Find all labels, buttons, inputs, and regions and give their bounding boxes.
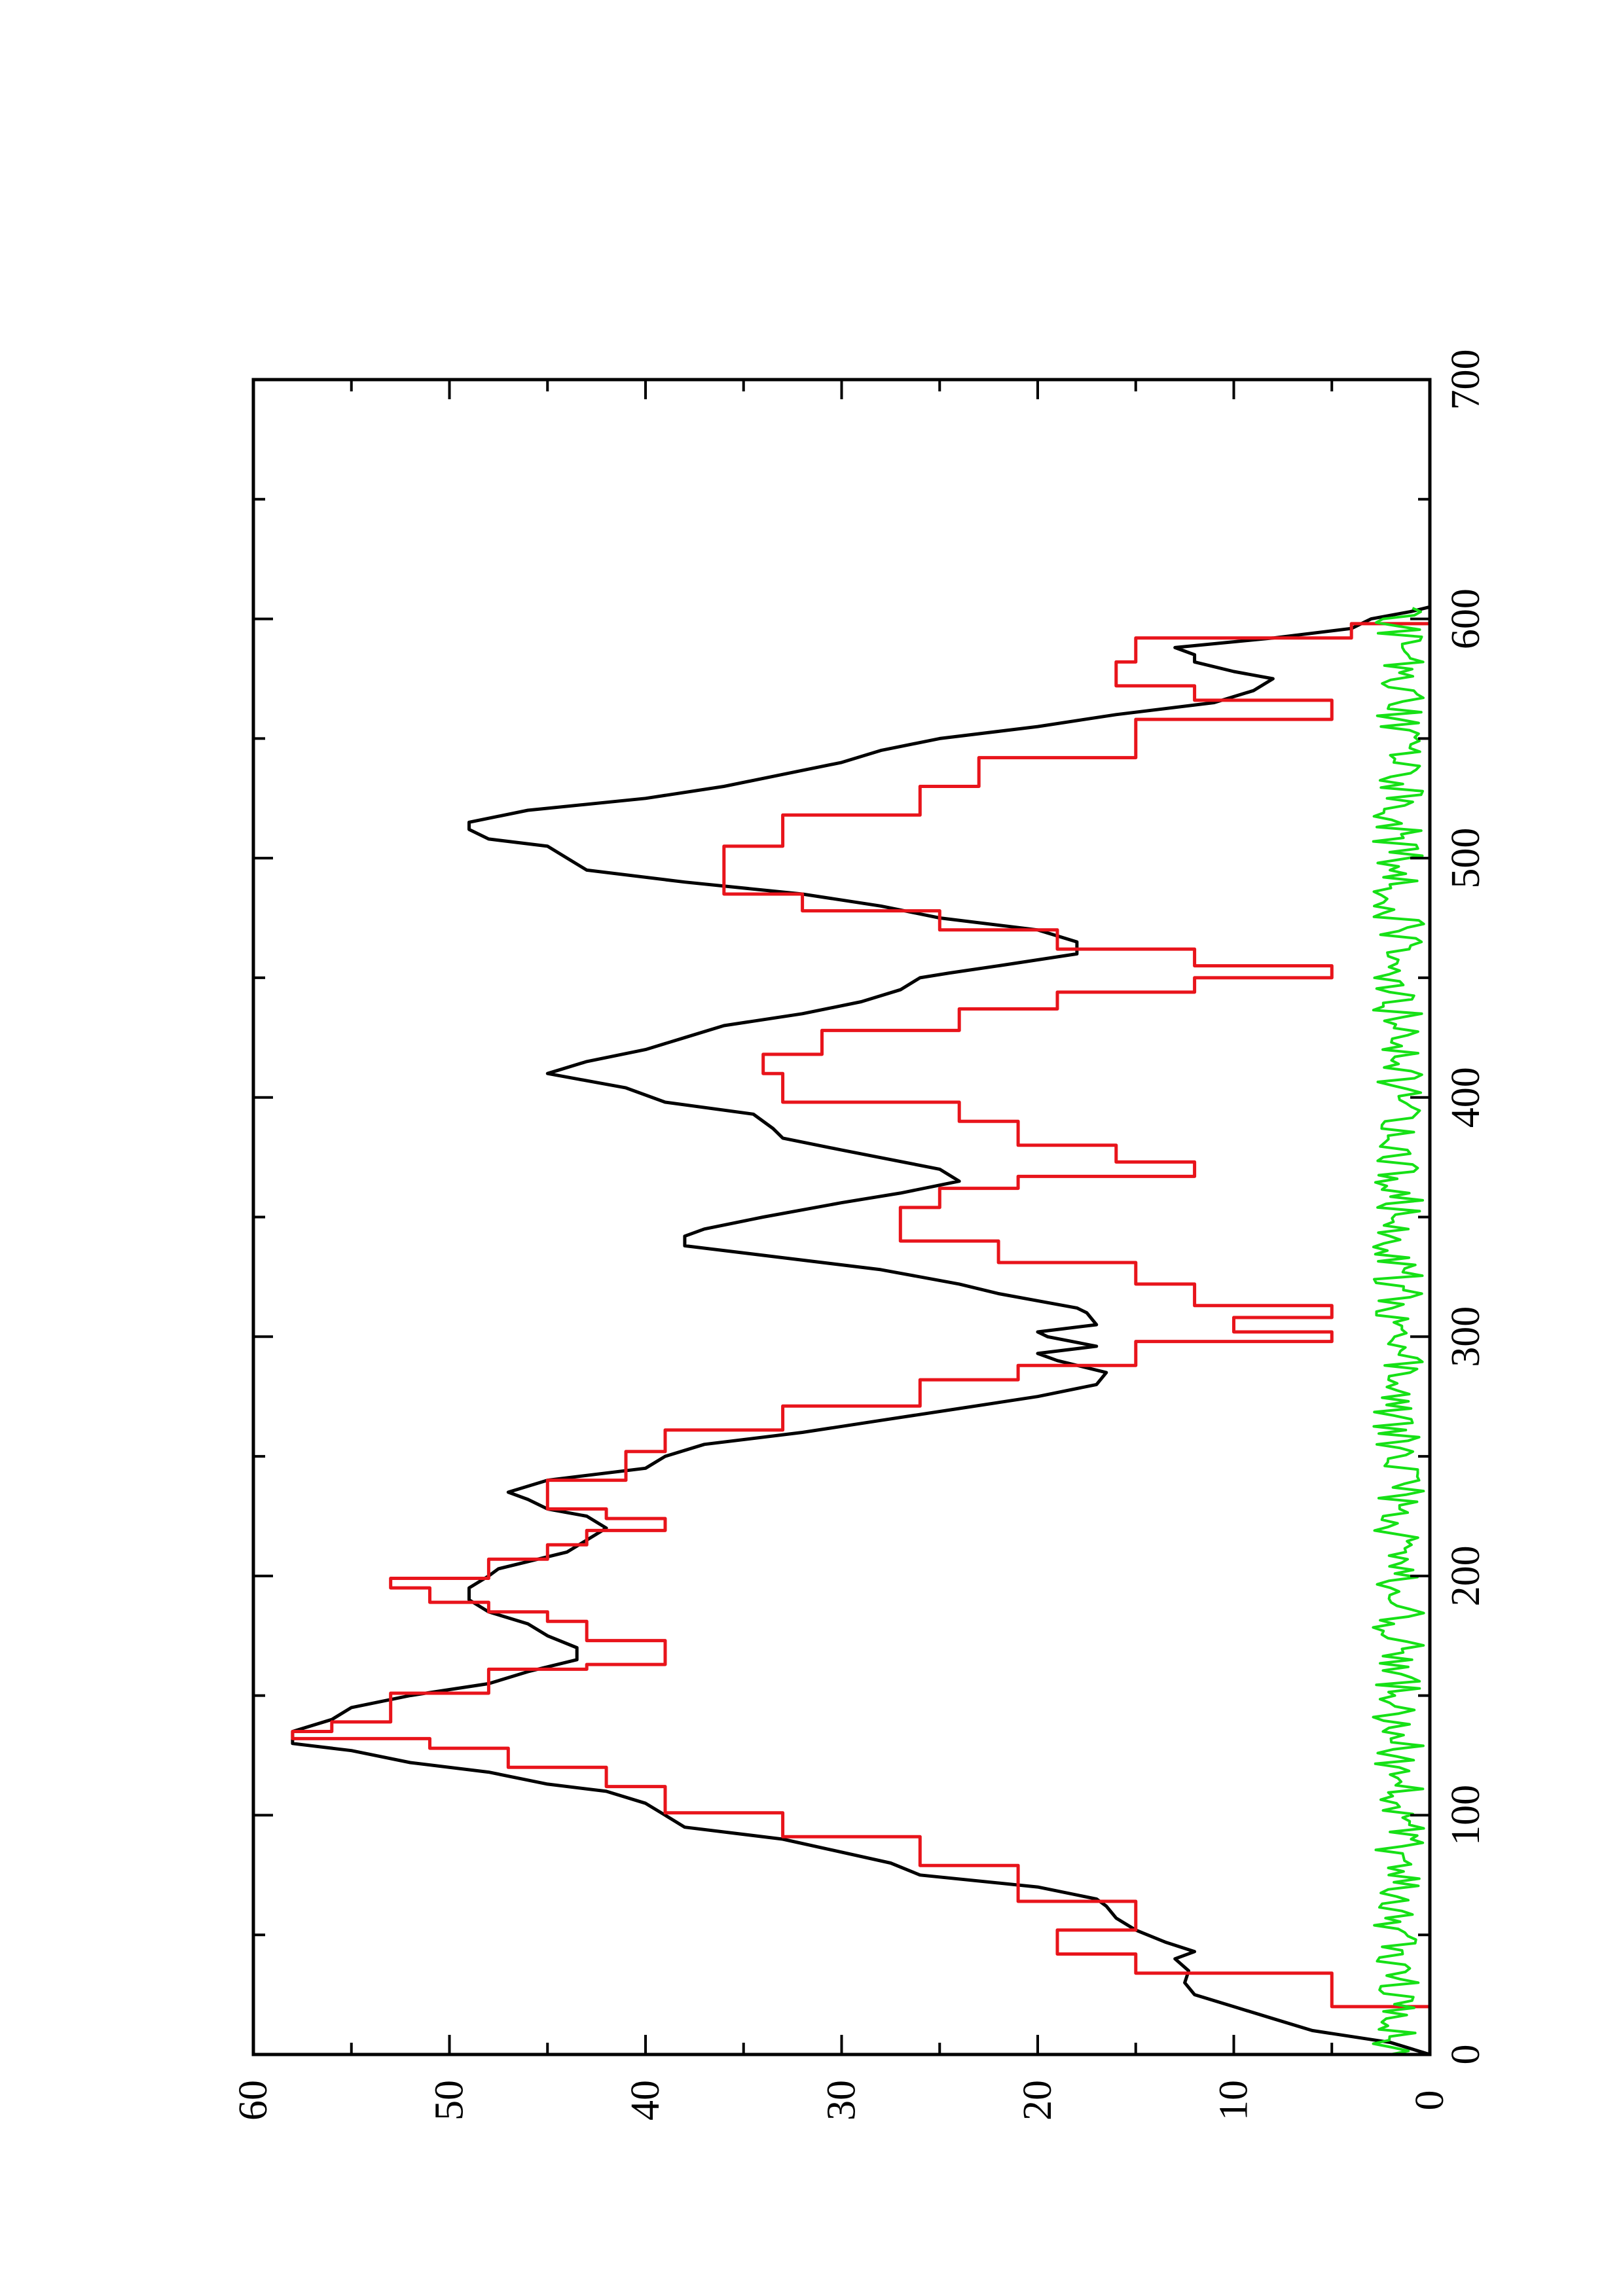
y-tick-label: 40 — [623, 2080, 668, 2121]
series-line-1 — [291, 605, 1431, 2056]
y-tick-label: 30 — [820, 2080, 864, 2121]
plot-area — [291, 605, 1432, 2056]
x-tick-label: 500 — [1444, 828, 1488, 889]
axis-tick-labels: 0 100 200 300 400 500 600 700 0 10 20 30 40 50 60 — [231, 350, 1488, 2121]
series-line-2 — [291, 622, 1432, 2054]
series-line-3 — [1372, 607, 1425, 2056]
x-tick-label: 600 — [1444, 588, 1488, 649]
x-tick-label: 700 — [1444, 350, 1488, 410]
x-tick-label: 300 — [1444, 1306, 1488, 1367]
y-tick-label: 20 — [1015, 2080, 1060, 2121]
y-tick-label: 60 — [231, 2080, 276, 2121]
x-tick-label: 200 — [1444, 1545, 1488, 1606]
y-tick-label: 10 — [1212, 2080, 1256, 2121]
y-tick-label: 50 — [428, 2080, 472, 2121]
x-tick-label: 100 — [1444, 1785, 1488, 1846]
x-tick-label: 400 — [1444, 1067, 1488, 1128]
y-tick-label: 0 — [1408, 2090, 1452, 2111]
x-tick-label: 0 — [1444, 2045, 1488, 2065]
axis-ticks — [252, 378, 1431, 2056]
